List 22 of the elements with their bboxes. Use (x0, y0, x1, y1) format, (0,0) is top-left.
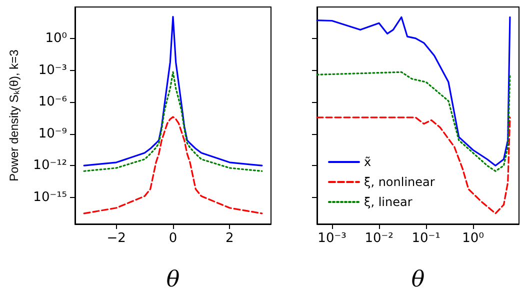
y-tick-label: 10⁻³ (38, 62, 67, 78)
line-series (83, 16, 263, 166)
x-tick-label: 10⁻¹ (412, 231, 440, 246)
line-series (83, 71, 263, 172)
y-axis-title: Power density Sₖ(θ), k=3 (7, 49, 21, 182)
y-tick-label: 10⁻⁹ (38, 126, 67, 142)
y-tick-label: 10⁻¹² (33, 158, 67, 174)
y-tick-label: 10⁻⁶ (38, 94, 67, 110)
legend-label: x̃ (364, 155, 372, 169)
y-tick-label: 10⁰ (45, 31, 67, 46)
x-tick-label: 10⁻³ (318, 231, 346, 246)
x-tick-label: −2 (106, 231, 126, 246)
legend-label: ξ, nonlinear (364, 175, 435, 189)
line-series (83, 116, 263, 214)
y-tick-label: 10⁻¹⁵ (33, 190, 67, 205)
x-tick-label: 10⁻² (364, 231, 394, 246)
legend-label: ξ, linear (364, 195, 412, 209)
x-tick-label: 10⁰ (462, 231, 484, 246)
x-axis-title: θ (166, 268, 180, 292)
x-tick-label: 2 (226, 231, 234, 246)
x-tick-label: 0 (168, 231, 178, 246)
x-axis-title: θ (411, 268, 425, 292)
